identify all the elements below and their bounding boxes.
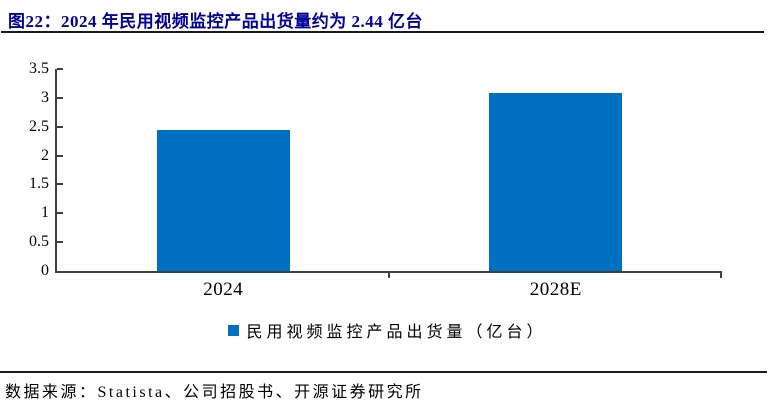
chart-legend: 民用视频监控产品出货量（亿台） xyxy=(55,318,720,342)
y-axis-label: 2.5 xyxy=(29,117,49,135)
y-axis-tick xyxy=(57,125,63,128)
bar-2024 xyxy=(156,130,290,271)
y-axis-tick xyxy=(57,183,63,186)
y-axis-label: 3.5 xyxy=(29,60,49,77)
y-axis-label: 0 xyxy=(41,262,49,279)
y-axis-label: 1 xyxy=(41,204,49,222)
x-axis-boundary-tick xyxy=(387,273,390,278)
x-axis-boundary-tick xyxy=(720,273,722,278)
legend-label: 民用视频监控产品出货量（亿台） xyxy=(246,324,547,341)
legend-swatch-icon xyxy=(228,324,240,336)
y-axis-tick xyxy=(57,68,63,70)
y-axis-tick xyxy=(57,154,63,157)
bar-2028E xyxy=(489,93,623,271)
x-axis-label: 2024 xyxy=(203,279,244,300)
y-axis-label: 1.5 xyxy=(29,175,49,193)
y-axis-tick xyxy=(57,212,63,215)
title-divider xyxy=(1,31,764,33)
chart-title: 图22：2024 年民用视频监控产品出货量约为 2.44 亿台 xyxy=(8,12,423,31)
footer-divider xyxy=(0,371,767,373)
y-axis-label: 2 xyxy=(41,146,49,164)
y-axis-tick xyxy=(57,96,63,99)
y-axis-label: 3 xyxy=(41,88,49,106)
x-axis-label: 2028E xyxy=(529,279,582,300)
plot-area: 0 0.5 1 1.5 2 2.5 3 3.5 2024 2028E xyxy=(29,60,722,300)
y-axis-label: 0.5 xyxy=(29,233,49,251)
y-axis-tick xyxy=(57,241,63,244)
data-source-text: 数据来源：Statista、公司招股书、开源证券研究所 xyxy=(5,384,424,401)
